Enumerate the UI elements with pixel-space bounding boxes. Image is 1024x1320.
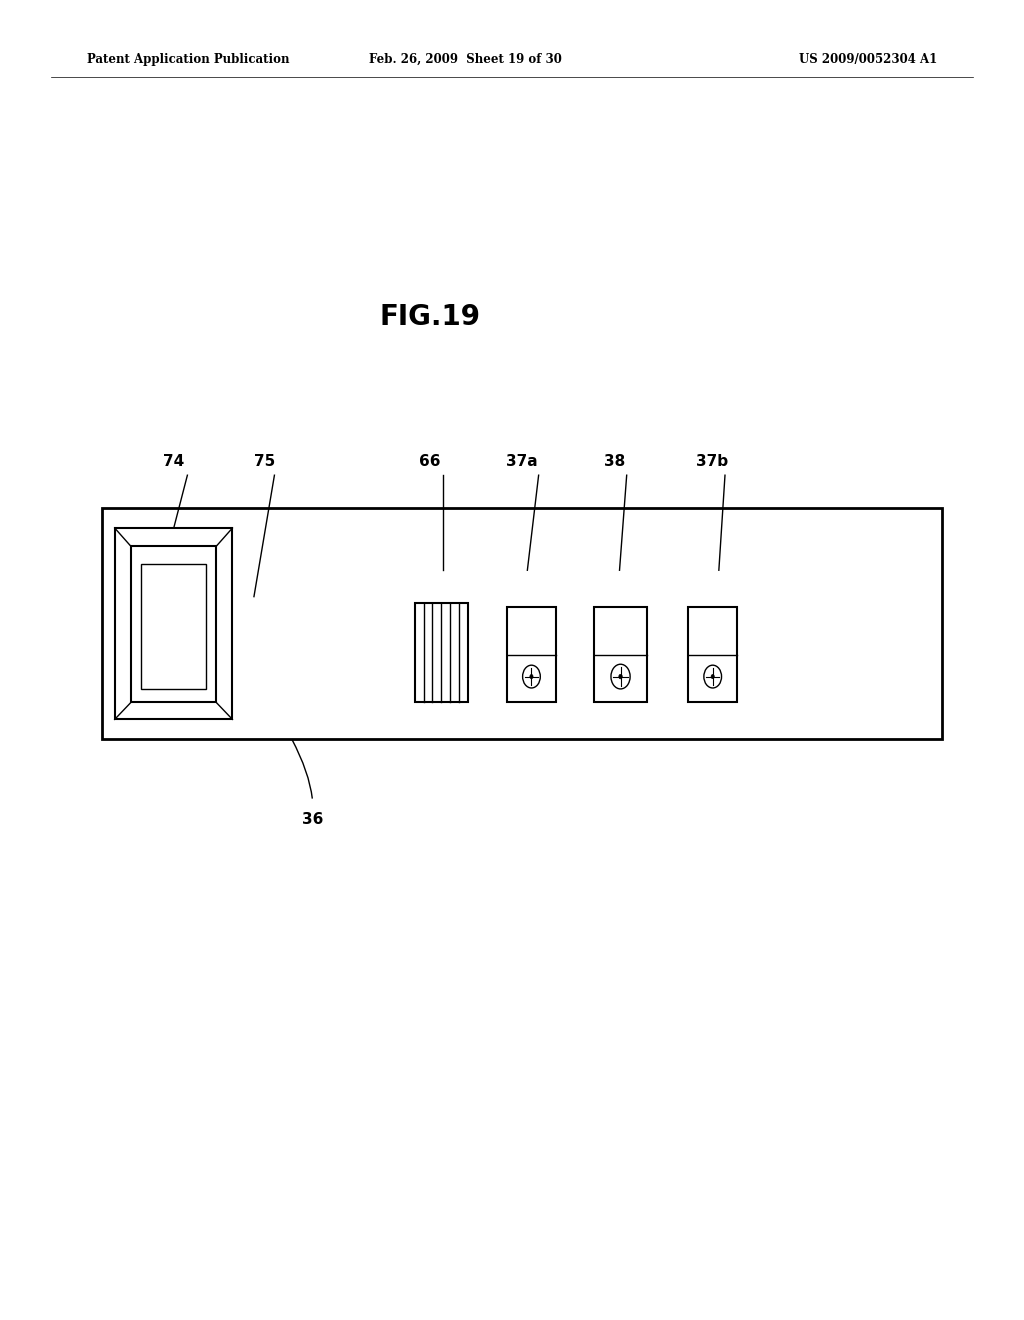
Text: 74: 74 — [164, 454, 184, 469]
Circle shape — [611, 664, 630, 689]
Bar — [594, 607, 647, 702]
Text: Feb. 26, 2009  Sheet 19 of 30: Feb. 26, 2009 Sheet 19 of 30 — [370, 53, 562, 66]
Circle shape — [703, 665, 722, 688]
Text: US 2009/0052304 A1: US 2009/0052304 A1 — [799, 53, 937, 66]
Text: FIG.19: FIG.19 — [380, 302, 480, 331]
Bar — [415, 603, 468, 702]
Text: 66: 66 — [420, 454, 440, 469]
Circle shape — [529, 675, 534, 678]
Text: 36: 36 — [302, 812, 323, 826]
Bar — [115, 528, 232, 719]
Bar — [102, 508, 942, 739]
Text: Patent Application Publication: Patent Application Publication — [87, 53, 290, 66]
Circle shape — [618, 675, 623, 678]
Text: 37b: 37b — [695, 454, 728, 469]
Text: 38: 38 — [604, 454, 625, 469]
Circle shape — [522, 665, 541, 688]
Text: 37a: 37a — [507, 454, 538, 469]
Text: 75: 75 — [254, 454, 274, 469]
Bar — [141, 564, 206, 689]
Bar — [131, 546, 216, 702]
Bar — [688, 607, 737, 702]
Circle shape — [711, 675, 715, 678]
Bar — [507, 607, 556, 702]
